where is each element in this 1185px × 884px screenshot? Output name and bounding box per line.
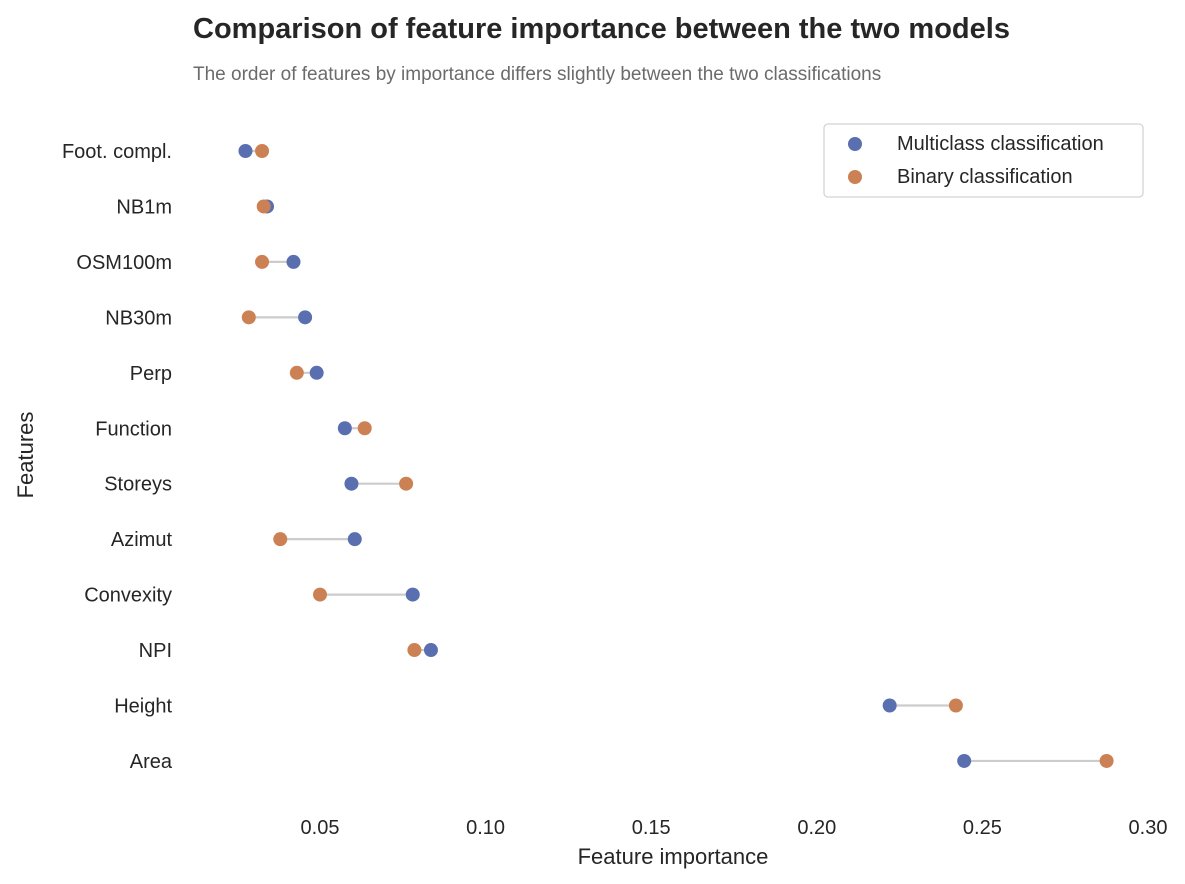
y-tick-label: Storeys	[104, 474, 172, 496]
point-binary	[273, 532, 288, 547]
y-tick-label: Height	[114, 696, 172, 718]
x-axis-label: Feature importance	[578, 844, 769, 869]
y-tick-label: NPI	[139, 640, 172, 662]
y-tick-label: Area	[130, 751, 173, 773]
point-binary	[289, 365, 304, 380]
point-multiclass	[238, 144, 253, 158]
point-binary	[1099, 753, 1114, 768]
point-multiclass	[309, 365, 324, 380]
connector-lines	[245, 149, 1107, 763]
point-binary	[948, 698, 963, 713]
legend-marker-binary	[848, 170, 862, 184]
legend-frame	[823, 123, 1144, 198]
legend: Multiclass classification Binary classif…	[823, 123, 1144, 198]
chart-title: Comparison of feature importance between…	[193, 13, 1010, 45]
point-multiclass	[957, 753, 972, 768]
x-tick-label: 0.20	[797, 817, 836, 839]
point-binary	[256, 199, 271, 214]
legend-marker-multiclass	[848, 137, 862, 151]
x-tick-label: 0.30	[1129, 817, 1168, 839]
chart-subtitle: The order of features by importance diff…	[193, 64, 881, 85]
point-binary	[399, 476, 414, 491]
x-tick-label: 0.05	[301, 817, 340, 839]
point-multiclass	[882, 698, 897, 713]
y-tick-label: Function	[95, 418, 172, 440]
x-tick-label: 0.25	[963, 817, 1002, 839]
point-multiclass	[347, 532, 362, 547]
y-tick-label: OSM100m	[76, 252, 172, 274]
legend-label-binary: Binary classification	[897, 166, 1073, 188]
point-binary	[407, 643, 422, 658]
y-tick-label: Convexity	[84, 585, 172, 607]
data-points	[238, 144, 1114, 768]
point-binary	[255, 254, 270, 269]
y-tick-label: NB30m	[105, 307, 172, 329]
legend-label-multiclass: Multiclass classification	[897, 133, 1104, 155]
x-tick-labels: 0.05 0.10 0.15 0.20 0.25 0.30	[301, 817, 1168, 839]
point-binary	[357, 421, 372, 436]
point-binary	[241, 310, 256, 325]
y-tick-label: Foot. compl.	[62, 141, 172, 163]
point-multiclass	[405, 587, 420, 602]
y-tick-label: NB1m	[116, 196, 172, 218]
y-tick-label: Perp	[130, 363, 172, 385]
x-tick-label: 0.10	[466, 817, 505, 839]
point-multiclass	[344, 476, 359, 491]
y-tick-label: Azimut	[111, 529, 173, 551]
point-multiclass	[286, 254, 301, 269]
y-tick-labels: Foot. compl. NB1m OSM100m NB30m Perp Function…	[62, 141, 173, 773]
point-multiclass	[298, 310, 313, 325]
point-multiclass	[423, 643, 438, 658]
point-multiclass	[337, 421, 352, 436]
y-axis-label: Features	[13, 412, 38, 499]
x-tick-label: 0.15	[632, 817, 671, 839]
point-binary	[313, 587, 327, 602]
point-binary	[255, 144, 270, 158]
